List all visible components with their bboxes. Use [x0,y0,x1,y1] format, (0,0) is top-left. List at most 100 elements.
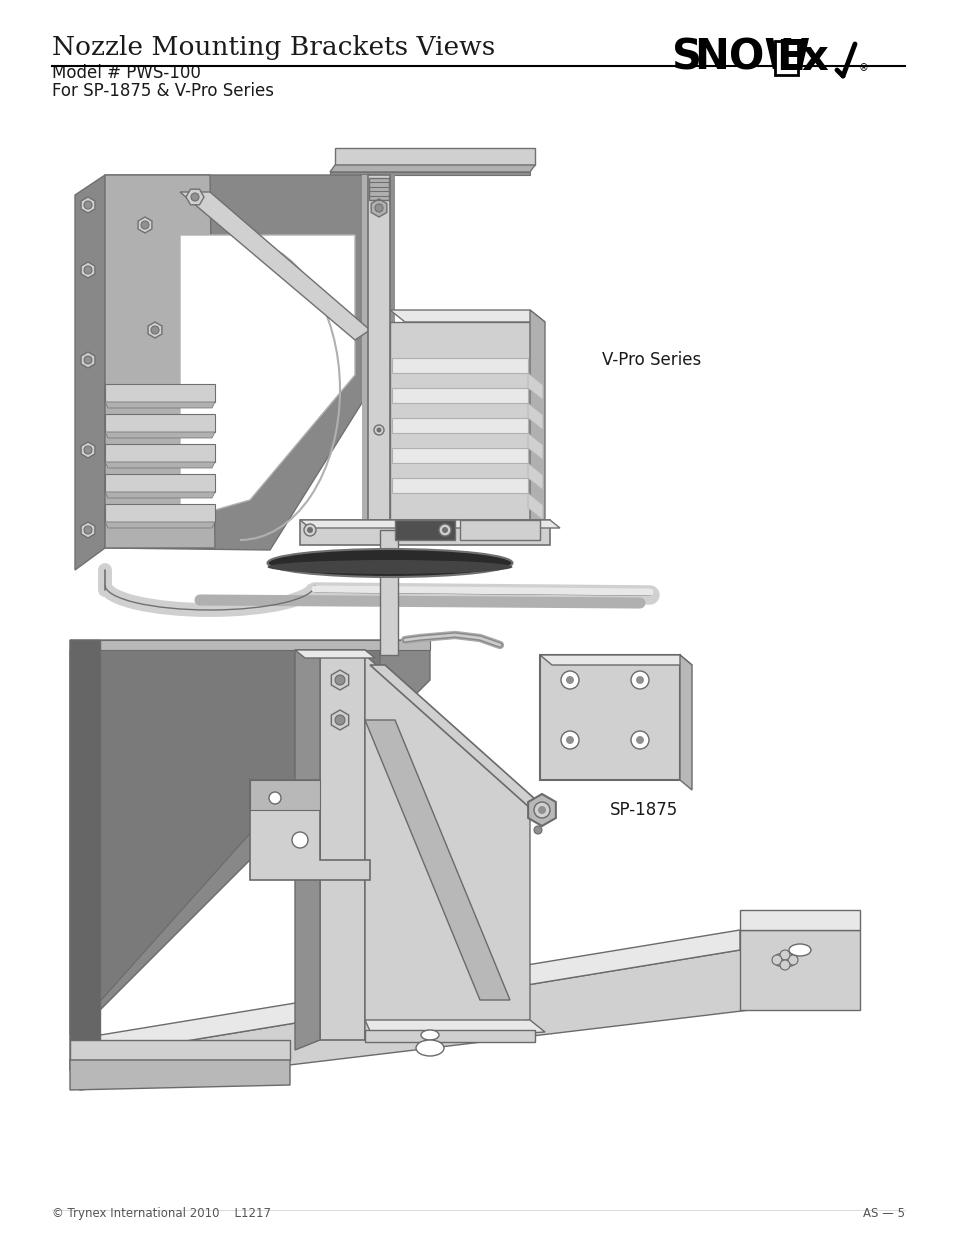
Bar [392,478,527,493]
Polygon shape [527,463,542,490]
Circle shape [335,715,345,725]
Polygon shape [330,172,530,175]
Circle shape [151,326,159,333]
Bar [299,520,550,545]
Circle shape [375,204,382,212]
Polygon shape [81,262,95,278]
Circle shape [565,676,574,684]
Polygon shape [330,165,535,172]
Circle shape [534,826,541,834]
Polygon shape [335,148,535,165]
Bar [392,388,527,403]
Text: x: x [801,37,827,79]
Circle shape [560,731,578,748]
Polygon shape [365,720,510,1000]
Polygon shape [527,403,542,430]
Bar [392,417,527,433]
Polygon shape [294,650,319,1050]
Polygon shape [105,175,214,548]
Polygon shape [331,671,348,690]
Bar [105,414,214,432]
Polygon shape [299,520,559,529]
Polygon shape [138,217,152,233]
Polygon shape [70,640,430,650]
Polygon shape [70,930,740,1060]
Polygon shape [740,930,859,1010]
Circle shape [84,446,91,454]
Bar [459,520,539,540]
Polygon shape [250,781,370,881]
Polygon shape [70,1040,290,1060]
Polygon shape [70,1060,290,1091]
Bar [392,358,527,373]
Polygon shape [370,664,544,808]
Ellipse shape [267,550,512,577]
Polygon shape [365,655,530,1040]
Polygon shape [81,352,95,368]
Polygon shape [528,794,556,826]
Polygon shape [105,522,214,529]
Ellipse shape [416,1040,443,1056]
Text: SP-1875: SP-1875 [609,802,678,819]
Circle shape [534,802,550,818]
Text: Nozzle Mounting Brackets Views: Nozzle Mounting Brackets Views [52,35,495,61]
Polygon shape [527,433,542,459]
Circle shape [780,950,789,960]
Circle shape [141,221,149,228]
Circle shape [636,736,643,743]
Text: NOW: NOW [693,37,809,79]
Circle shape [376,427,381,432]
Bar [105,474,214,492]
Polygon shape [371,199,386,217]
Circle shape [335,676,345,685]
Polygon shape [390,310,544,322]
Ellipse shape [267,559,512,574]
Bar [395,520,455,540]
Ellipse shape [788,944,810,956]
Polygon shape [527,373,542,400]
Polygon shape [250,781,319,810]
Bar [368,175,390,520]
Circle shape [374,425,384,435]
Circle shape [304,524,315,536]
Circle shape [636,676,643,684]
Polygon shape [70,950,749,1091]
Polygon shape [70,640,100,1040]
Polygon shape [148,322,162,338]
Ellipse shape [420,1030,438,1040]
Bar [390,175,395,520]
Polygon shape [105,492,214,498]
Circle shape [537,806,545,814]
Polygon shape [81,522,95,538]
Circle shape [84,266,91,274]
Circle shape [84,201,91,209]
Circle shape [560,671,578,689]
Polygon shape [186,189,204,205]
Text: E: E [775,37,803,79]
Bar [105,384,214,403]
Circle shape [307,527,313,534]
Text: S: S [671,37,701,79]
Ellipse shape [772,953,796,967]
Polygon shape [365,1020,544,1042]
Text: Model # PWS-100: Model # PWS-100 [52,64,201,82]
Polygon shape [105,403,214,408]
Circle shape [780,960,789,969]
Polygon shape [81,442,95,458]
Polygon shape [70,640,430,1040]
Circle shape [292,832,308,848]
Polygon shape [105,462,214,468]
Polygon shape [319,650,365,1040]
Circle shape [84,356,91,364]
Circle shape [84,526,91,534]
Polygon shape [180,235,355,520]
Circle shape [269,792,281,804]
Polygon shape [527,493,542,520]
Circle shape [630,671,648,689]
Polygon shape [331,710,348,730]
Polygon shape [530,310,544,532]
Circle shape [787,955,797,965]
Bar [105,504,214,522]
Polygon shape [180,191,370,340]
Bar [539,655,679,781]
